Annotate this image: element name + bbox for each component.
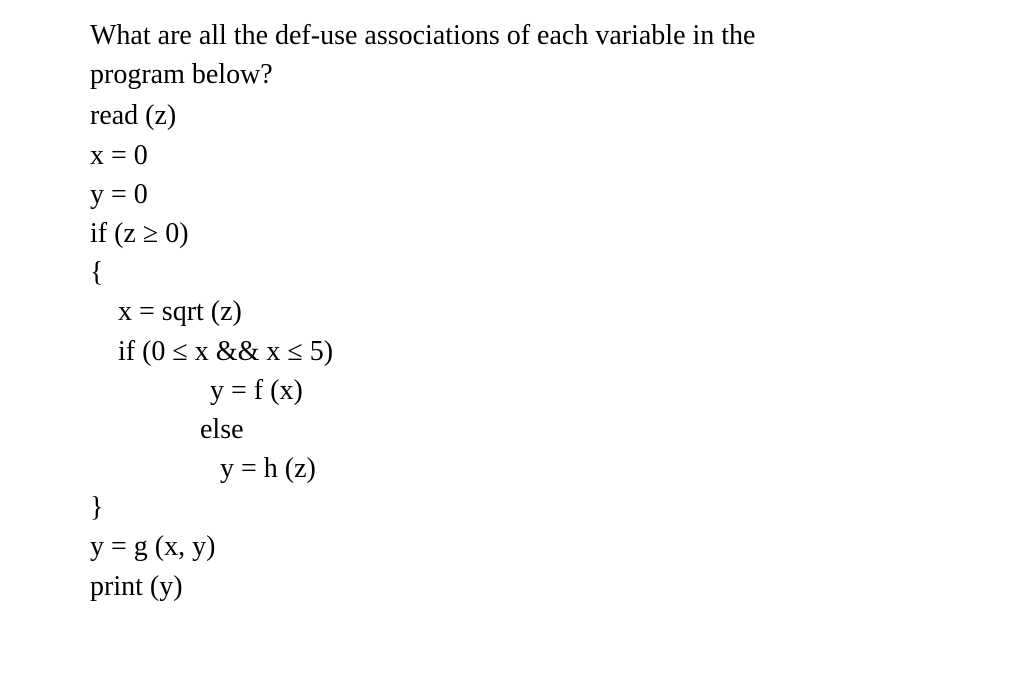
- code-line-if-x: if (0 ≤ x && x ≤ 5): [90, 332, 934, 371]
- question-line-1: What are all the def-use associations of…: [90, 16, 934, 55]
- code-line-print: print (y): [90, 567, 934, 606]
- code-line-x-sqrt: x = sqrt (z): [90, 292, 934, 331]
- code-line-x-init: x = 0: [90, 136, 934, 175]
- code-block: read (z) x = 0 y = 0 if (z ≥ 0) { x = sq…: [90, 96, 934, 605]
- code-line-y-init: y = 0: [90, 175, 934, 214]
- code-line-else: else: [90, 410, 934, 449]
- code-line-y-f: y = f (x): [90, 371, 934, 410]
- code-line-y-g: y = g (x, y): [90, 527, 934, 566]
- code-line-close-brace: }: [90, 488, 934, 527]
- code-line-if-z: if (z ≥ 0): [90, 214, 934, 253]
- code-line-open-brace: {: [90, 253, 934, 292]
- code-line-read: read (z): [90, 96, 934, 135]
- question-prompt: What are all the def-use associations of…: [90, 16, 934, 94]
- question-line-2: program below?: [90, 55, 934, 94]
- code-line-y-h: y = h (z): [90, 449, 934, 488]
